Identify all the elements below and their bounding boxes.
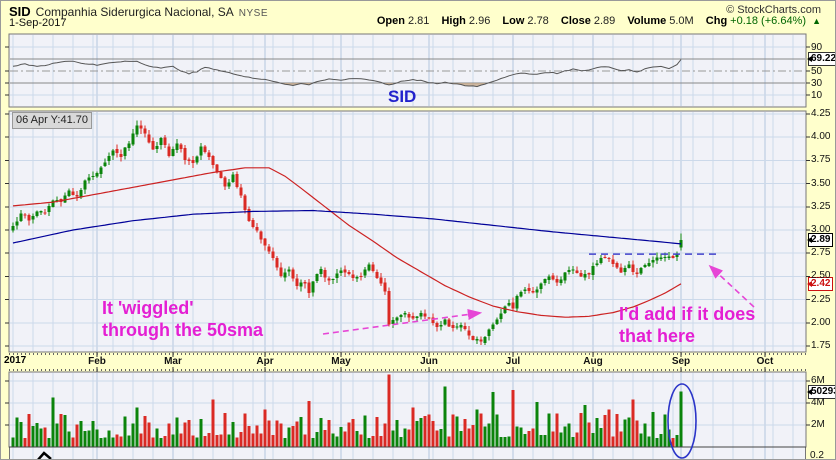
annotation-line: I'd add if it does [619, 304, 756, 324]
crosshair-tooltip: 06 Apr Y:41.70 [12, 112, 92, 129]
up-triangle-icon: ▲ [812, 16, 821, 26]
annotation-line: that here [619, 326, 696, 346]
low-value: 2.78 [527, 15, 549, 27]
price-axis-label: 3.00 [811, 224, 831, 235]
volume-value-badge: 50293 [807, 385, 835, 399]
price-axis-label: 4.25 [811, 108, 831, 119]
volume-label: Volume [627, 15, 667, 27]
chg-value: +0.18 (+6.64%) [730, 15, 807, 27]
price-axis-label: 3.25 [811, 200, 831, 212]
month-label: Sep [671, 356, 691, 367]
price-axis-label: 1.75 [811, 340, 831, 351]
daily-ticks-bottom [9, 369, 806, 371]
month-label: Oct [756, 356, 774, 367]
annotation-line: through the 50sma [102, 320, 264, 340]
last-price-value: 2.89 [811, 234, 831, 245]
volume-value: 5.0M [669, 15, 694, 27]
high-label: High [441, 15, 466, 27]
price-axis-label: 2.00 [811, 316, 831, 328]
close-label: Close [560, 15, 591, 27]
company-name: Companhia Siderurgica Nacional, SA [35, 5, 234, 19]
open-label: Open [376, 15, 405, 27]
chart-header: SID Companhia Siderurgica Nacional, SA NYS… [9, 3, 268, 21]
price-axis-label: 4.00 [811, 131, 831, 143]
month-label: Apr [256, 356, 274, 367]
month-label: Mar [164, 356, 182, 367]
annotation-add-text: I'd add if it does that here [619, 303, 755, 347]
volume-axis-label: 2M [811, 419, 825, 430]
quote-summary-line: Open 2.81 High 2.96 Low 2.78 Close 2.89 Volu… [377, 15, 821, 27]
tooltip-text: 06 Apr Y:41.70 [16, 114, 88, 126]
month-label: Feb [88, 356, 106, 367]
volume-axis-label: 4M [811, 397, 825, 408]
close-value: 2.89 [593, 15, 616, 27]
symbol-watermark: SID [388, 87, 417, 106]
low-label: Low [502, 15, 525, 27]
volume-axis-value: 50293 [811, 386, 835, 397]
price-axis-label: 3.75 [811, 154, 831, 166]
rsi-axis-label: 50 [811, 66, 823, 77]
price-axis-label: 3.50 [811, 177, 831, 189]
ma50-value: 2.42 [811, 278, 831, 289]
price-axis-label: 2.75 [811, 247, 831, 259]
exchange-label: NYSE [238, 8, 269, 19]
rsi-value-badge: 69.22 [806, 52, 836, 66]
ma50-value-badge: 2.42 [806, 277, 834, 291]
rsi-axis-label: 10 [811, 90, 823, 101]
daily-ticks-top [9, 353, 806, 355]
chg-label: Chg [705, 15, 728, 27]
price-axis-label: 2.50 [811, 270, 831, 282]
stockcharts-copyright-link[interactable]: © StockCharts.com [726, 4, 821, 16]
month-label: Aug [583, 356, 603, 367]
volume-axis-label: 6M [811, 375, 825, 386]
chart-date: 1-Sep-2017 [9, 17, 67, 29]
month-label: May [331, 356, 351, 367]
year-label: 2017 [4, 355, 27, 366]
ticker-symbol: SID [9, 4, 31, 19]
rsi-value: 69.22 [811, 53, 836, 64]
price-axis-label: 2.25 [811, 293, 831, 305]
high-value: 2.96 [468, 15, 491, 27]
month-label: Jun [420, 356, 438, 367]
rsi-axis-label: 90 [811, 42, 823, 53]
annotation-wiggled-text: It 'wiggled' through the 50sma [102, 297, 263, 341]
open-value: 2.81 [407, 15, 430, 27]
annotation-line: It 'wiggled' [102, 298, 194, 318]
rsi-axis-label: 30 [811, 78, 823, 89]
last-price-badge: 2.89 [806, 233, 834, 247]
next-panel-partial-label: 0.2 [810, 450, 824, 460]
month-label: Jul [505, 356, 521, 367]
